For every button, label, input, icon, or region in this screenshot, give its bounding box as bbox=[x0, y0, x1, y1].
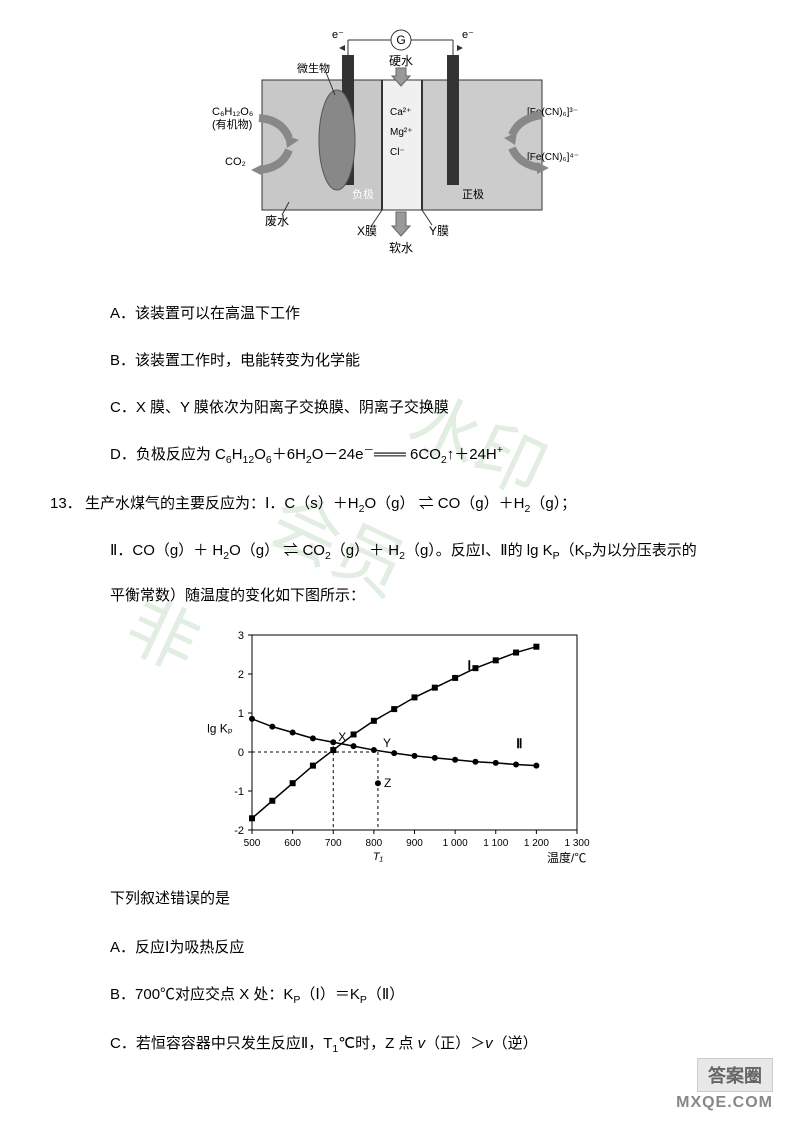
question-13: 13． 生产水煤气的主要反应为：Ⅰ．C（s）＋H2O（g） ⇌ CO（g）＋H2… bbox=[50, 490, 743, 519]
svg-text:X膜: X膜 bbox=[357, 224, 377, 238]
svg-text:废水: 废水 bbox=[265, 213, 289, 228]
svg-text:Ⅰ: Ⅰ bbox=[467, 658, 471, 673]
svg-text:软水: 软水 bbox=[388, 241, 412, 255]
footer-watermark: 答案圈 MXQE.COM bbox=[676, 1058, 773, 1112]
svg-text:[Fe(CN)₆]⁴⁻: [Fe(CN)₆]⁴⁻ bbox=[527, 152, 579, 163]
svg-text:Y膜: Y膜 bbox=[429, 224, 449, 238]
svg-text:600: 600 bbox=[284, 838, 301, 849]
option-b: B．该装置工作时，电能转变为化学能 bbox=[110, 347, 743, 374]
svg-text:Mg²⁺: Mg²⁺ bbox=[390, 127, 413, 138]
svg-text:微生物: 微生物 bbox=[297, 61, 330, 75]
svg-text:Z: Z bbox=[383, 776, 390, 790]
badge-text: 答案圈 bbox=[697, 1058, 773, 1092]
svg-text:Ca²⁺: Ca²⁺ bbox=[390, 107, 411, 118]
question-text: 生产水煤气的主要反应为：Ⅰ．C（s）＋H2O（g） ⇌ CO（g）＋H2（g）； bbox=[85, 490, 743, 519]
svg-text:T₁: T₁ bbox=[372, 851, 383, 863]
option2-b: B．700℃对应交点 X 处：KP（Ⅰ）＝KP（Ⅱ） bbox=[110, 981, 743, 1010]
svg-text:2: 2 bbox=[237, 669, 243, 681]
svg-text:700: 700 bbox=[324, 838, 341, 849]
svg-text:-2: -2 bbox=[234, 825, 244, 837]
svg-text:Ⅱ: Ⅱ bbox=[516, 736, 522, 751]
svg-text:0: 0 bbox=[237, 747, 243, 759]
svg-text:1 100: 1 100 bbox=[483, 838, 508, 849]
option-a: A．该装置可以在高温下工作 bbox=[110, 300, 743, 327]
svg-text:1 300: 1 300 bbox=[564, 838, 589, 849]
svg-text:硬水: 硬水 bbox=[388, 54, 412, 68]
option-c: C．X 膜、Y 膜依次为阳离子交换膜、阴离子交换膜 bbox=[110, 394, 743, 421]
svg-text:800: 800 bbox=[365, 838, 382, 849]
svg-text:G: G bbox=[396, 33, 405, 47]
option2-c: C．若恒容容器中只发生反应Ⅱ，T1℃时，Z 点 v（正）＞v（逆） bbox=[110, 1030, 743, 1059]
svg-text:CO₂: CO₂ bbox=[225, 156, 246, 168]
option2-a: A．反应Ⅰ为吸热反应 bbox=[110, 934, 743, 961]
svg-text:X: X bbox=[338, 730, 346, 744]
caption: 下列叙述错误的是 bbox=[110, 885, 743, 914]
svg-text:Cl⁻: Cl⁻ bbox=[390, 147, 405, 158]
svg-text:(有机物): (有机物) bbox=[212, 117, 252, 131]
svg-text:e⁻: e⁻ bbox=[332, 29, 344, 41]
option-d: D．负极反应为 C6H12O6＋6H2O－24e－═══ 6CO2↑＋24H+ bbox=[110, 441, 743, 470]
svg-text:-1: -1 bbox=[234, 786, 244, 798]
svg-text:C₆H₁₂O₆: C₆H₁₂O₆ bbox=[212, 106, 253, 118]
svg-text:1 000: 1 000 bbox=[442, 838, 467, 849]
question-13-line2: Ⅱ．CO（g）＋ H2O（g） ⇌ CO2（g）＋ H2（g）。反应Ⅰ、Ⅱ的 l… bbox=[110, 537, 743, 567]
svg-text:1: 1 bbox=[237, 708, 243, 720]
badge-url: MXQE.COM bbox=[676, 1094, 773, 1111]
kp-chart: -2 -1 0 1 2 3 500 600 700 800 900 1 000 1 100 1 200 1 … bbox=[50, 625, 743, 865]
cell-diagram: Ge⁻ e⁻ 硬水软水 X膜 Y膜 微生物 C₆H₁₂O₆(有机物) CO₂ 废水 Ca²⁺ Mg²… bbox=[50, 20, 743, 275]
svg-text:lg Kₚ: lg Kₚ bbox=[207, 722, 233, 736]
svg-text:900: 900 bbox=[406, 838, 423, 849]
svg-text:500: 500 bbox=[243, 838, 260, 849]
question-13-line3: 平衡常数）随温度的变化如下图所示： bbox=[110, 582, 743, 611]
svg-text:3: 3 bbox=[237, 630, 243, 642]
svg-text:正极: 正极 bbox=[462, 187, 484, 201]
svg-text:负极: 负极 bbox=[352, 187, 374, 201]
svg-text:温度/℃: 温度/℃ bbox=[547, 850, 586, 865]
svg-text:1 200: 1 200 bbox=[523, 838, 548, 849]
question-number: 13． bbox=[50, 490, 85, 519]
svg-text:Y: Y bbox=[382, 736, 390, 750]
svg-text:e⁻: e⁻ bbox=[462, 29, 474, 41]
